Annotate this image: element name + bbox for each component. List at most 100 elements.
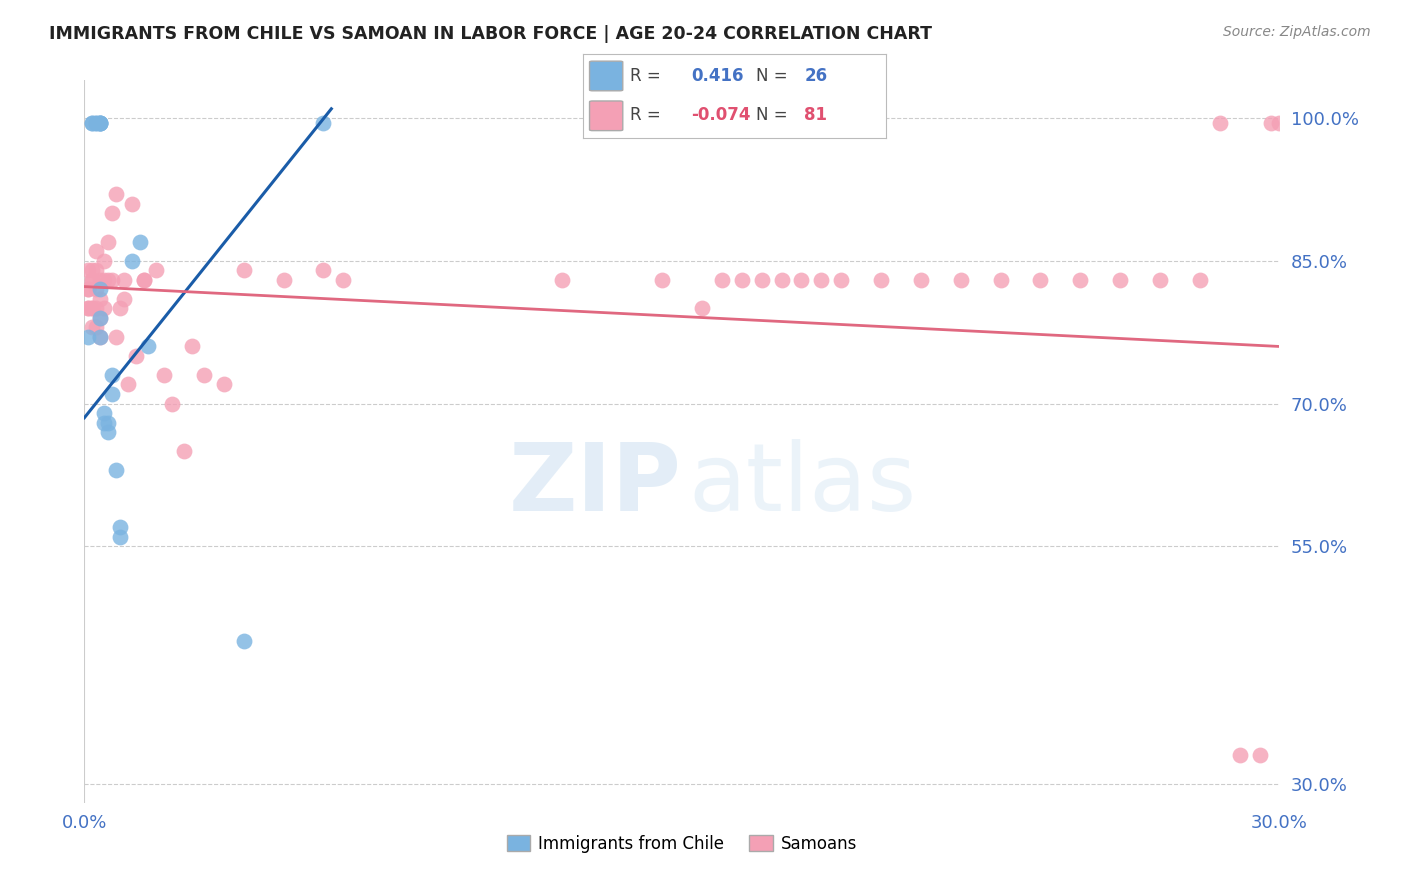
Point (551, 273, 574, 287)
Point (110, 520, 132, 534)
Point (1249, 748, 1271, 763)
Text: 26: 26 (804, 67, 827, 85)
Point (89, 310, 111, 325)
Point (77, 330, 100, 344)
Point (117, 377, 139, 392)
Point (97, 273, 120, 287)
Point (82, 301, 104, 316)
Point (110, 301, 132, 316)
Text: IMMIGRANTS FROM CHILE VS SAMOAN IN LABOR FORCE | AGE 20-24 CORRELATION CHART: IMMIGRANTS FROM CHILE VS SAMOAN IN LABOR… (49, 25, 932, 43)
Point (1188, 273, 1211, 287)
Point (89, 330, 111, 344)
Point (690, 301, 713, 316)
Point (232, 634, 254, 648)
Point (97, 235, 120, 249)
Point (86, 244, 108, 259)
Point (949, 273, 972, 287)
Point (97, 416, 120, 430)
Point (810, 273, 832, 287)
Point (121, 197, 143, 211)
Point (273, 273, 295, 287)
Point (101, 368, 124, 382)
Point (112, 273, 135, 287)
Point (160, 396, 183, 410)
Point (105, 330, 128, 344)
Point (232, 263, 254, 277)
Point (89, 116, 111, 130)
Point (910, 273, 932, 287)
Point (731, 273, 754, 287)
Text: atlas: atlas (688, 439, 917, 531)
Point (830, 273, 852, 287)
Point (101, 273, 124, 287)
Point (101, 206, 124, 220)
Point (112, 292, 135, 306)
Point (132, 273, 156, 287)
Point (751, 273, 773, 287)
Point (105, 463, 128, 477)
Point (1260, 116, 1282, 130)
Point (651, 273, 673, 287)
Point (1209, 116, 1232, 130)
Point (1149, 273, 1171, 287)
Point (145, 263, 167, 277)
Text: R =: R = (630, 106, 661, 124)
Point (101, 387, 124, 401)
Point (89, 310, 111, 325)
Point (77, 301, 100, 316)
Point (82, 320, 104, 334)
Text: 0.416: 0.416 (690, 67, 744, 85)
Point (105, 187, 128, 202)
Point (129, 235, 152, 249)
Text: Source: ZipAtlas.com: Source: ZipAtlas.com (1223, 25, 1371, 39)
FancyBboxPatch shape (589, 101, 623, 130)
Point (110, 530, 132, 544)
Point (312, 116, 335, 130)
Point (990, 273, 1012, 287)
Point (93, 254, 115, 268)
Point (1109, 273, 1132, 287)
Point (82, 116, 104, 130)
Point (86, 282, 108, 296)
Point (82, 273, 104, 287)
Point (125, 349, 148, 363)
Point (77, 282, 100, 296)
Point (1029, 273, 1052, 287)
Point (1268, 116, 1291, 130)
Text: N =: N = (756, 67, 787, 85)
Point (97, 425, 120, 439)
Point (173, 444, 195, 458)
Point (89, 273, 111, 287)
Point (89, 282, 111, 296)
Point (89, 116, 111, 130)
Point (89, 292, 111, 306)
Point (86, 263, 108, 277)
Point (77, 282, 100, 296)
Point (312, 263, 335, 277)
Point (86, 301, 108, 316)
Legend: Immigrants from Chile, Samoans: Immigrants from Chile, Samoans (501, 828, 863, 860)
Text: R =: R = (630, 67, 661, 85)
Point (1069, 273, 1091, 287)
Point (212, 377, 235, 392)
Point (89, 116, 111, 130)
Point (870, 273, 893, 287)
Point (93, 416, 115, 430)
Point (770, 273, 793, 287)
FancyBboxPatch shape (589, 62, 623, 91)
Text: 81: 81 (804, 106, 827, 124)
Point (89, 330, 111, 344)
Point (93, 406, 115, 420)
Point (332, 273, 354, 287)
Text: -0.074: -0.074 (690, 106, 751, 124)
Point (136, 339, 159, 353)
Point (77, 263, 100, 277)
Point (93, 273, 115, 287)
Point (790, 273, 813, 287)
Point (193, 368, 215, 382)
Text: ZIP: ZIP (509, 439, 682, 531)
Point (1229, 748, 1251, 763)
Point (132, 273, 156, 287)
Point (710, 273, 733, 287)
Point (86, 116, 108, 130)
